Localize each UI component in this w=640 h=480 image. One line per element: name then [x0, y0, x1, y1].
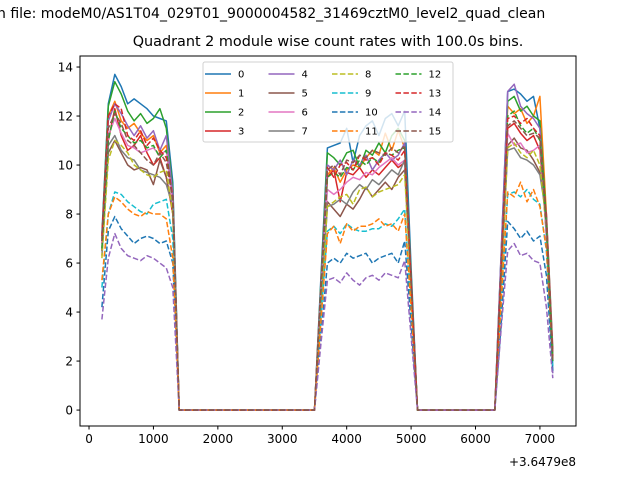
legend-entry-4: 4 [268, 70, 308, 81]
plot-frame [79, 55, 577, 427]
series-line-0 [101, 73, 554, 411]
legend-label: 10 [365, 108, 378, 119]
series-line-5 [101, 137, 554, 411]
legend-label: 3 [238, 127, 244, 138]
legend-entry-12: 12 [395, 70, 442, 81]
y-tick-label: 0 [65, 404, 73, 418]
series-line-14 [101, 232, 554, 411]
series-line-13 [101, 103, 554, 411]
legend-label: 7 [302, 127, 308, 138]
series-lines [101, 73, 554, 411]
x-tick-label: 3000 [267, 432, 298, 446]
legend-entry-6: 6 [268, 108, 308, 119]
series-line-10 [101, 215, 554, 411]
x-tick-label: 1000 [138, 432, 169, 446]
y-tick-label: 2 [65, 355, 73, 369]
x-tick-label: 4000 [331, 432, 362, 446]
legend-label: 9 [365, 89, 371, 100]
x-tick-label: 2000 [203, 432, 234, 446]
series-line-1 [101, 95, 554, 411]
y-tick-label: 4 [65, 306, 73, 320]
legend-label: 4 [302, 70, 308, 81]
legend-label: 5 [302, 89, 308, 100]
x-tick-label: 5000 [396, 432, 427, 446]
legend-label: 11 [365, 127, 378, 138]
legend-entry-7: 7 [268, 127, 308, 138]
y-tick-label: 10 [58, 159, 73, 173]
series-line-2 [101, 80, 554, 411]
legend-entry-2: 2 [205, 108, 244, 119]
legend-entry-8: 8 [332, 70, 371, 81]
legend-entry-15: 15 [395, 127, 442, 138]
legend-label: 14 [429, 108, 442, 119]
x-axis: 0 1000 2000 3000 4000 5000 6000 7000 [85, 426, 555, 446]
legend-entry-10: 10 [332, 108, 378, 119]
legend-label: 6 [302, 108, 308, 119]
legend-label: 1 [238, 89, 244, 100]
legend-entry-3: 3 [205, 127, 244, 138]
series-line-3 [101, 107, 554, 411]
legend-entry-0: 0 [205, 70, 244, 81]
x-tick-label: 7000 [525, 432, 556, 446]
series-line-15 [101, 112, 554, 411]
series-line-6 [101, 117, 554, 411]
legend-frame [202, 61, 454, 143]
y-tick-label: 12 [58, 110, 73, 124]
x-tick-label: 6000 [460, 432, 491, 446]
legend-entry-9: 9 [332, 89, 371, 100]
legend-label: 8 [365, 70, 371, 81]
x-offset-label: +3.6479e8 [509, 455, 576, 469]
x-tick-label: 0 [85, 432, 93, 446]
series-line-9 [101, 188, 554, 411]
y-tick-label: 6 [65, 257, 73, 271]
legend-entry-14: 14 [395, 108, 442, 119]
legend-entry-11: 11 [332, 127, 378, 138]
series-line-8 [101, 139, 554, 411]
series-line-11 [101, 181, 554, 411]
legend-entry-13: 13 [395, 89, 442, 100]
legend-label: 13 [429, 89, 442, 100]
legend-label: 12 [429, 70, 442, 81]
legend-label: 15 [429, 127, 442, 138]
legend-entry-5: 5 [268, 89, 308, 100]
y-tick-label: 8 [65, 208, 73, 222]
legend-entry-1: 1 [205, 89, 244, 100]
y-tick-label: 14 [58, 61, 73, 75]
series-line-7 [101, 134, 554, 411]
figure-suptitle: n file: modeM0/AS1T04_029T01_9000004582_… [0, 6, 546, 22]
chart-title: Quadrant 2 module wise count rates with … [132, 34, 524, 50]
legend-label: 0 [238, 70, 244, 81]
legend-label: 2 [238, 108, 244, 119]
y-axis: 0 2 4 6 8 10 12 14 [58, 61, 80, 418]
series-line-12 [101, 110, 554, 411]
